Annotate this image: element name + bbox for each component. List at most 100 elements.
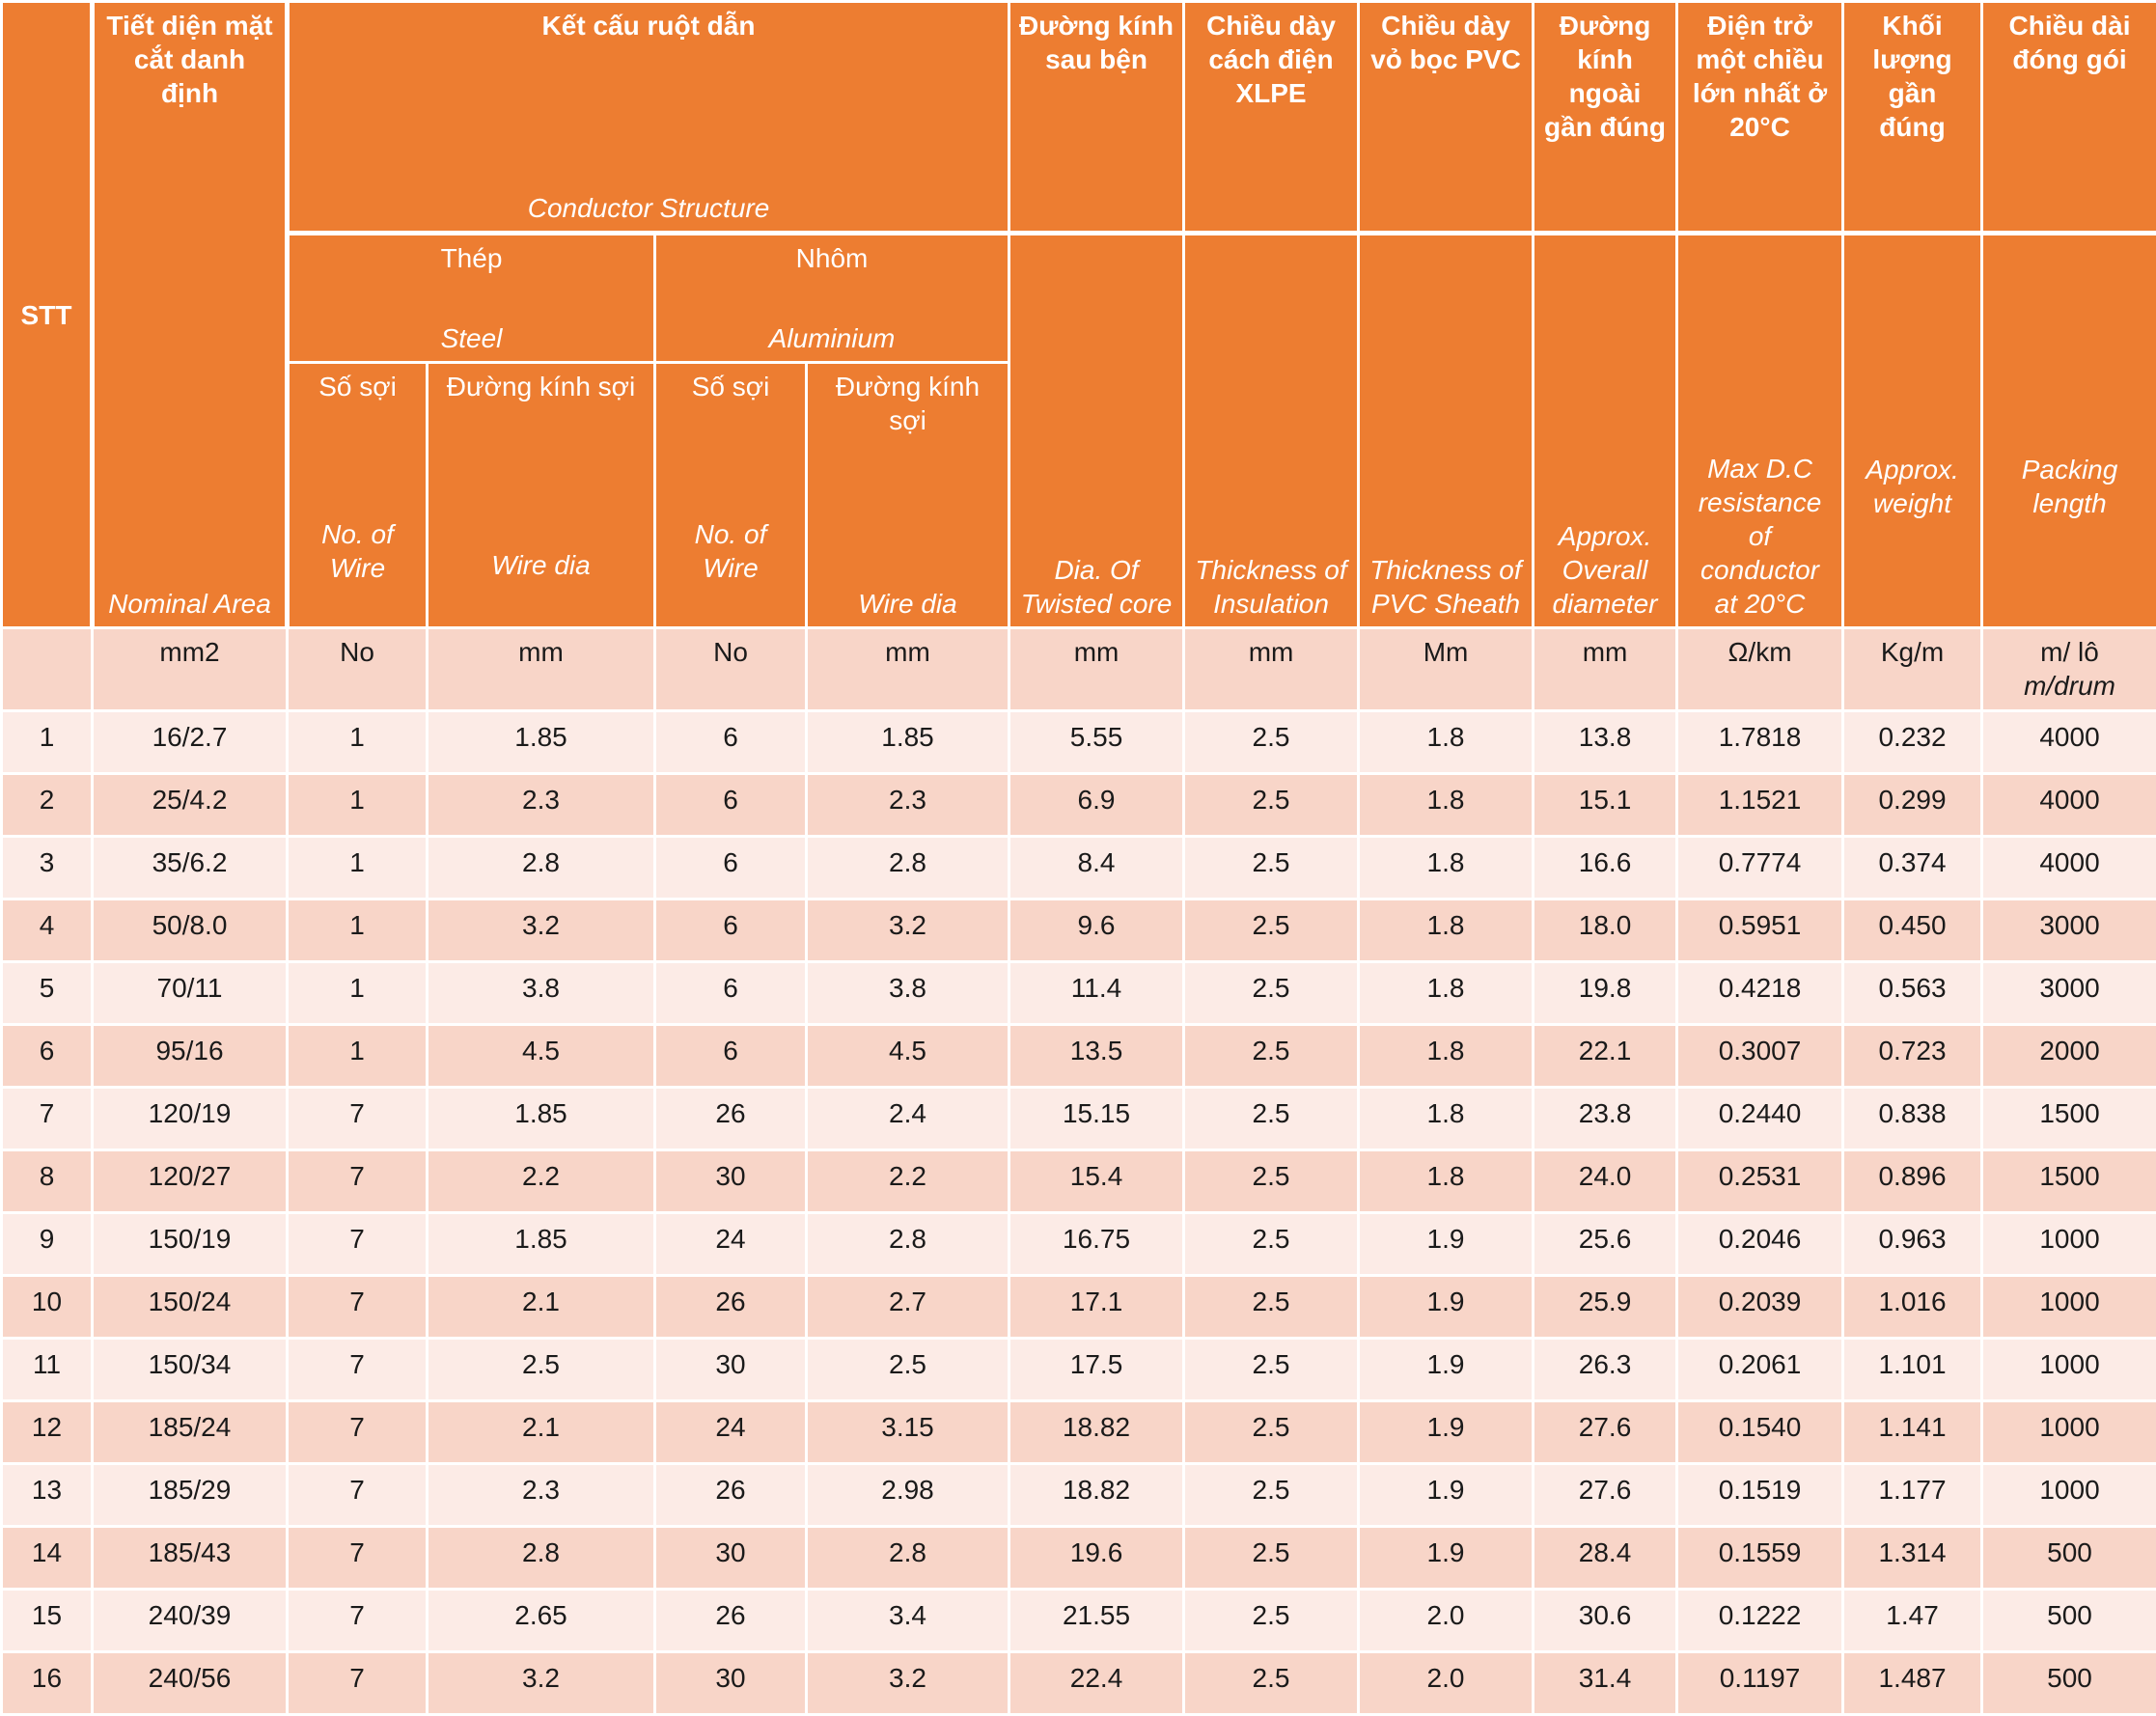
table-cell: 2: [2, 774, 93, 837]
unit-cell: No: [288, 628, 428, 711]
table-cell: 16.6: [1534, 837, 1677, 900]
table-cell: 2.5: [1184, 711, 1359, 774]
table-cell: 3.15: [807, 1401, 1009, 1464]
table-cell: 0.5951: [1677, 900, 1843, 962]
table-cell: 5: [2, 962, 93, 1025]
table-cell: 18.82: [1009, 1401, 1184, 1464]
unit-cell-packing: m/ lô m/drum: [1982, 628, 2156, 711]
table-cell: 6: [655, 837, 807, 900]
table-cell: 0.563: [1843, 962, 1982, 1025]
table-cell: 1: [288, 962, 428, 1025]
header-insulation-vi: Chiều dày cách điện XLPE: [1184, 2, 1359, 234]
table-cell: 26.3: [1534, 1339, 1677, 1401]
table-cell: 1.9: [1359, 1527, 1534, 1590]
table-cell: 1.7818: [1677, 711, 1843, 774]
header-aluminium: Nhôm Aluminium: [655, 234, 1009, 363]
unit-cell: mm: [1184, 628, 1359, 711]
table-cell: 1.8: [1359, 900, 1534, 962]
table-cell: 35/6.2: [93, 837, 288, 900]
table-cell: 28.4: [1534, 1527, 1677, 1590]
table-cell: 1.177: [1843, 1464, 1982, 1527]
table-cell: 1: [288, 837, 428, 900]
unit-cell: mm2: [93, 628, 288, 711]
table-cell: 2.5: [1184, 1025, 1359, 1088]
table-cell: 1000: [1982, 1464, 2156, 1527]
table-cell: 7: [288, 1276, 428, 1339]
table-cell: 15.1: [1534, 774, 1677, 837]
header-resistance-en: Max D.C resistance of conductor at 20°C: [1677, 234, 1843, 628]
unit-cell: [2, 628, 93, 711]
table-cell: 0.2046: [1677, 1213, 1843, 1276]
table-cell: 26: [655, 1088, 807, 1150]
table-cell: 18.0: [1534, 900, 1677, 962]
table-cell: 1.016: [1843, 1276, 1982, 1339]
table-cell: 6.9: [1009, 774, 1184, 837]
table-cell: 7: [288, 1590, 428, 1652]
table-cell: 2.5: [1184, 1276, 1359, 1339]
table-cell: 16/2.7: [93, 711, 288, 774]
table-cell: 7: [2, 1088, 93, 1150]
table-cell: 240/39: [93, 1590, 288, 1652]
unit-packing-vi: m/ lô: [1991, 635, 2148, 669]
table-cell: 0.2061: [1677, 1339, 1843, 1401]
table-cell: 2.5: [1184, 1339, 1359, 1401]
table-cell: 2.5: [1184, 900, 1359, 962]
table-cell: 0.299: [1843, 774, 1982, 837]
header-stt: STT: [2, 2, 93, 628]
table-cell: 0.838: [1843, 1088, 1982, 1150]
table-cell: 11: [2, 1339, 93, 1401]
table-cell: 2.1: [428, 1276, 655, 1339]
table-cell: 2.5: [1184, 1652, 1359, 1715]
table-cell: 0.1519: [1677, 1464, 1843, 1527]
table-cell: 2.4: [807, 1088, 1009, 1150]
table-cell: 25.9: [1534, 1276, 1677, 1339]
unit-cell: mm: [428, 628, 655, 711]
table-cell: 0.963: [1843, 1213, 1982, 1276]
table-cell: 0.4218: [1677, 962, 1843, 1025]
table-cell: 7: [288, 1213, 428, 1276]
table-cell: 17.1: [1009, 1276, 1184, 1339]
table-cell: 7: [288, 1527, 428, 1590]
unit-cell: Mm: [1359, 628, 1534, 711]
table-cell: 1.85: [428, 1088, 655, 1150]
table-cell: 2.2: [807, 1150, 1009, 1213]
table-cell: 24: [655, 1213, 807, 1276]
table-cell: 1500: [1982, 1088, 2156, 1150]
table-cell: 11.4: [1009, 962, 1184, 1025]
table-cell: 4000: [1982, 837, 2156, 900]
table-cell: 6: [655, 1025, 807, 1088]
table-cell: 23.8: [1534, 1088, 1677, 1150]
table-cell: 6: [655, 900, 807, 962]
table-cell: 21.55: [1009, 1590, 1184, 1652]
table-cell: 500: [1982, 1527, 2156, 1590]
table-cell: 500: [1982, 1590, 2156, 1652]
unit-packing-en: m/drum: [1991, 669, 2148, 703]
table-cell: 2.8: [807, 1213, 1009, 1276]
table-cell: 2.5: [1184, 1590, 1359, 1652]
table-cell: 6: [655, 962, 807, 1025]
table-cell: 3.8: [807, 962, 1009, 1025]
table-cell: 26: [655, 1464, 807, 1527]
table-cell: 4: [2, 900, 93, 962]
table-cell: 14: [2, 1527, 93, 1590]
header-sheath-vi: Chiều dày vỏ bọc PVC: [1359, 2, 1534, 234]
table-cell: 0.374: [1843, 837, 1982, 900]
table-cell: 2.8: [807, 837, 1009, 900]
table-cell: 4000: [1982, 774, 2156, 837]
unit-cell: mm: [807, 628, 1009, 711]
table-cell: 2.8: [428, 837, 655, 900]
header-weight-en: Approx. weight: [1843, 234, 1982, 628]
table-cell: 1.8: [1359, 962, 1534, 1025]
table-cell: 1.47: [1843, 1590, 1982, 1652]
table-cell: 1: [288, 774, 428, 837]
table-cell: 1.9: [1359, 1276, 1534, 1339]
header-conductor-structure: Kết cấu ruột dẫn Conductor Structure: [288, 2, 1009, 234]
table-cell: 1000: [1982, 1276, 2156, 1339]
table-cell: 26: [655, 1276, 807, 1339]
table-cell: 4.5: [428, 1025, 655, 1088]
